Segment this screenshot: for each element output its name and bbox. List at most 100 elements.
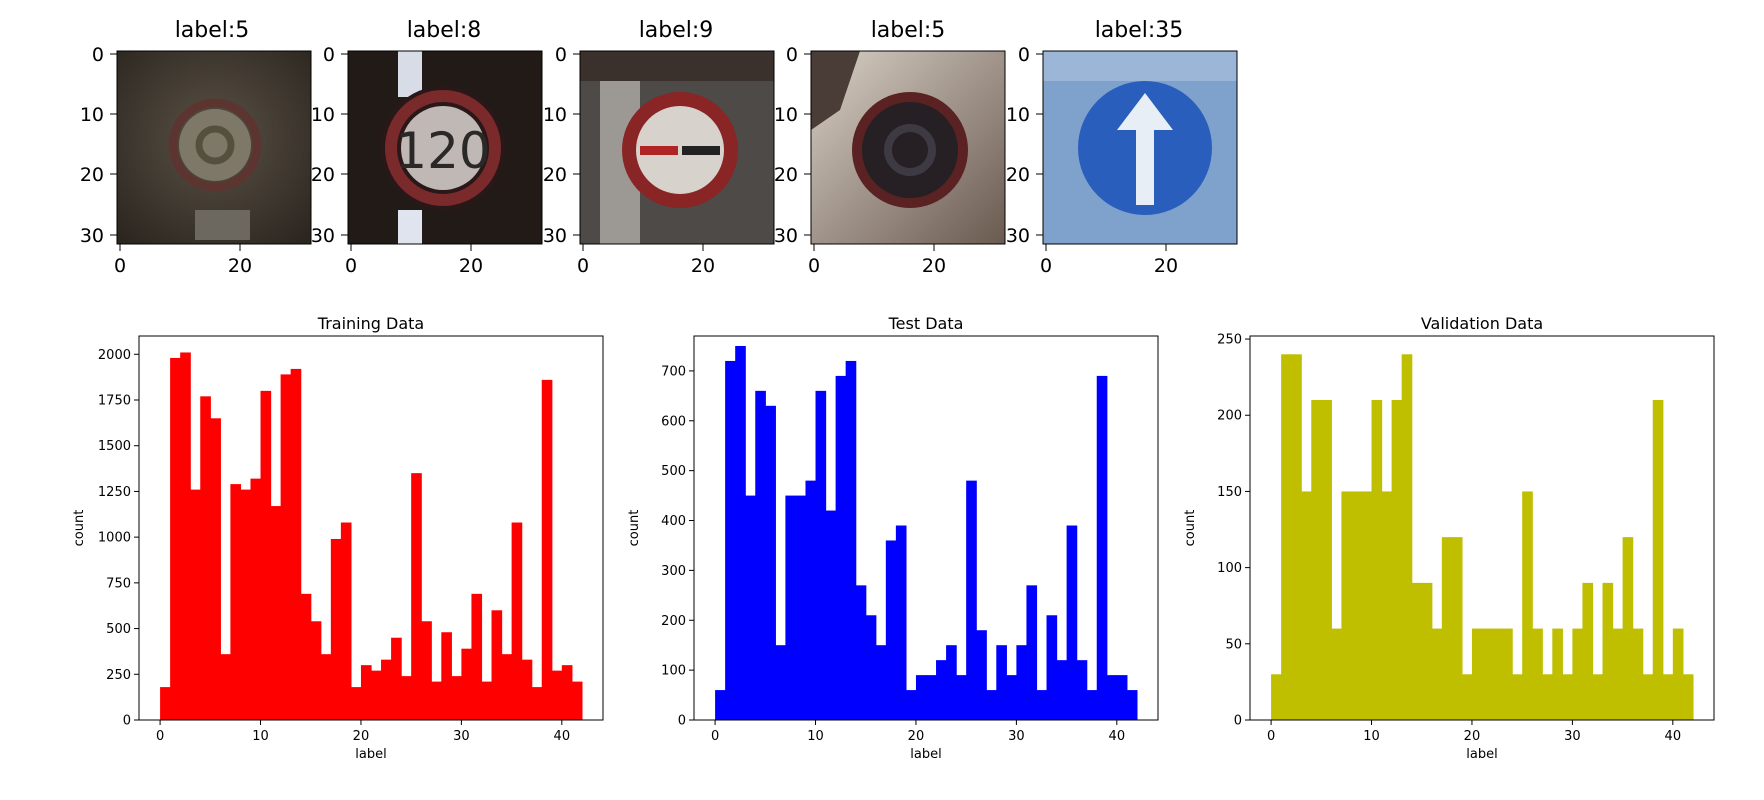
image-ytick-label: 20 [1006,164,1030,186]
histogram-bar [1632,628,1644,720]
histogram-bar [895,525,907,720]
image-ytick-label: 20 [774,164,798,186]
x-tick-label: 30 [453,729,470,744]
histogram-bar [1076,660,1088,720]
image-frame [810,50,1006,245]
histogram-bar [936,660,947,720]
axes-frame [138,335,604,721]
y-tick-label: 150 [1217,485,1242,500]
image-frame [1042,50,1238,245]
y-tick-label: 200 [661,614,686,629]
x-axis-label: label [910,747,941,762]
y-tick-label: 100 [661,664,686,679]
histogram-bar [865,615,877,720]
histogram-bar [170,357,181,720]
y-tick-label: 50 [1225,637,1242,652]
histogram-bar [160,687,171,720]
sign-text: 120 [395,122,490,180]
x-tick-label: 30 [1008,729,1025,744]
histogram-bar [915,675,927,720]
histogram-bar [1026,585,1038,720]
image-ytick-label: 10 [311,104,335,126]
histogram-bar [1492,628,1503,720]
histogram-bar [1391,400,1403,720]
histogram-bar [230,484,242,720]
image-xaxis: 0 20 [808,244,946,277]
histogram-bar [1401,354,1413,720]
histogram-bar [491,610,503,720]
histogram-bar [1421,582,1433,720]
image-yaxis: 0 10 20 30 [80,44,117,247]
histogram-bar [875,645,887,720]
image-xaxis: 0 20 [114,244,252,277]
histogram-bar [1361,491,1373,720]
histogram-bar [1532,628,1543,720]
sample-image-panel: label:35 0 10 20 30 0 [1006,18,1238,277]
histogram-bar [290,368,302,720]
chart-title: Training Data [317,314,424,333]
y-tick-label: 700 [661,364,686,379]
histogram-training-data: 0 10 20 30 40 0 250 500 750 1000 1250 1500 1750 2000 T… [72,314,604,762]
image-yaxis: 0 10 20 30 [1006,44,1043,247]
histogram-bar [1652,400,1664,720]
histogram-bar [1552,628,1563,720]
y-tick-label: 500 [106,622,131,637]
image-ytick-label: 10 [1006,104,1030,126]
histogram-bar [1512,674,1523,720]
histogram-bar [805,480,817,720]
histogram-bar [320,654,332,720]
image-ytick-label: 0 [555,44,567,66]
y-tick-label: 600 [661,414,686,429]
histogram-bar [765,405,776,720]
histogram-bar [855,585,867,720]
histogram-bar [785,495,797,720]
histogram-bar [350,687,362,720]
image-xtick-label: 0 [345,255,357,277]
x-tick-label: 40 [554,729,571,744]
histogram-bar [745,495,756,720]
sample-image-panel: label:9 0 10 20 30 [543,18,775,277]
histogram-bar [1682,674,1694,720]
x-tick-label: 0 [156,729,164,744]
chart-title: Validation Data [1421,314,1543,333]
histogram-bar [1116,675,1128,720]
y-tick-label: 250 [1217,333,1242,348]
histogram-bar [1612,628,1624,720]
histogram-bar [1311,400,1322,720]
x-tick-label: 10 [1363,729,1380,744]
y-tick-label: 200 [1217,409,1242,424]
histogram-bar [441,632,452,720]
image-title: label:5 [175,18,250,43]
histogram-bar [501,654,513,720]
histogram-bar [371,670,382,720]
histogram-bar [330,538,342,720]
histogram-bar [391,637,402,720]
histogram-bar [1592,674,1604,720]
bars [715,345,1138,720]
histogram-bar [825,510,837,720]
x-tick-label: 20 [1464,729,1481,744]
histogram-bar [481,681,493,720]
histogram-bar [1351,491,1363,720]
histogram-bar [471,593,483,720]
image-ytick-label: 30 [311,225,335,247]
histogram-bar [1066,525,1078,720]
image-xaxis: 0 20 [345,244,483,277]
histogram-bar [571,681,583,720]
x-tick-label: 30 [1564,729,1581,744]
histogram-bar [531,687,543,720]
y-axis-label: count [1183,510,1198,547]
histogram-bar [421,621,432,720]
histogram-bar [1106,675,1118,720]
image-xtick-label: 0 [577,255,589,277]
speed-limit-sign-image [811,51,1005,244]
histogram-bar [1602,582,1614,720]
x-tick-label: 40 [1109,729,1126,744]
histogram-bar [946,645,957,720]
histogram-bar [1281,354,1292,720]
y-tick-label: 1500 [98,439,131,454]
speed-limit-sign-image [117,51,311,244]
image-ytick-label: 20 [543,164,567,186]
histogram-bar [401,676,412,720]
ahead-only-sign-image [1043,51,1237,244]
